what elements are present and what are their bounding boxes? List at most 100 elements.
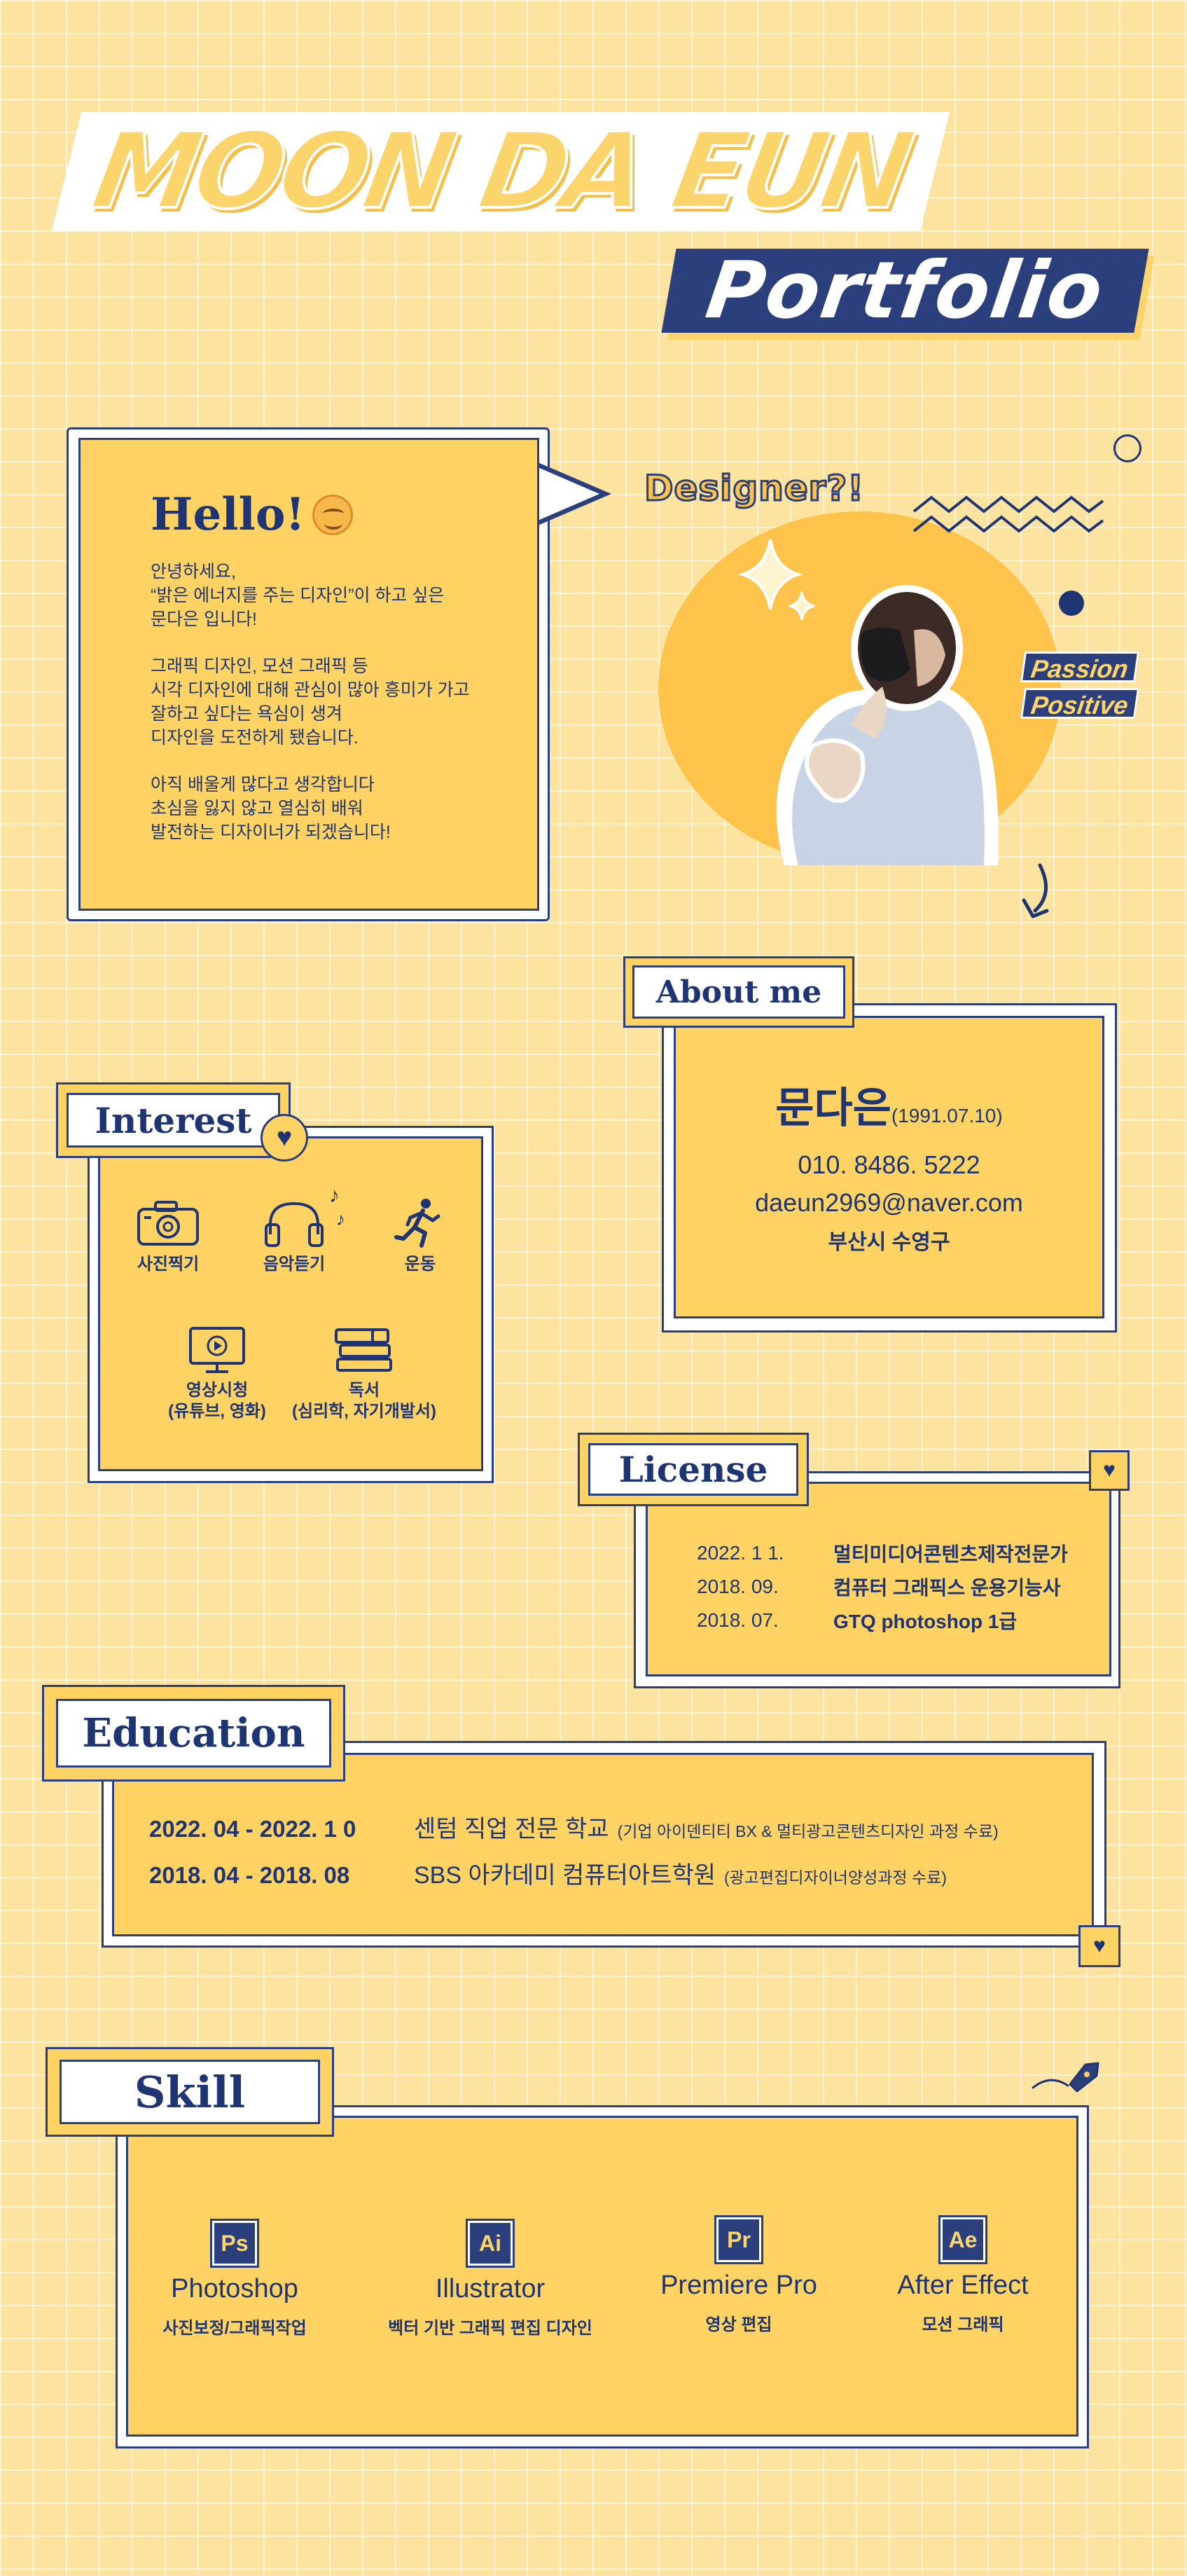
skill-desc: 벡터 기반 그래픽 편집 디자인	[388, 2319, 592, 2338]
hello-line: 초심을 잃지 않고 열심히 배워	[151, 799, 363, 818]
skill-name: After Effect	[897, 2271, 1029, 2300]
skill-desc: 사진보정/그래픽작업	[162, 2319, 307, 2338]
license-date: 2018. 09.	[697, 1576, 779, 1597]
hello-line: 그래픽 디자인, 모션 그래픽 등	[151, 656, 368, 676]
music-note-icon: ♪	[336, 1208, 345, 1230]
name-banner: MOON DA EUN	[51, 109, 950, 234]
hello-line: 발전하는 디자이너가 되겠습니다!	[151, 822, 391, 842]
sparkle-icon	[737, 539, 815, 621]
license-name: GTQ photoshop 1급	[833, 1611, 1018, 1632]
education-school: SBS 아카데미 컴퓨터아트학원	[414, 1862, 716, 1889]
interest-label: 영상시청	[186, 1381, 249, 1400]
education-date: 2018. 04 - 2018. 08	[149, 1862, 350, 1888]
speech-tail-inner	[538, 467, 599, 521]
license-row: 2022. 1 1. 멀티미디어콘텐츠제작전문가	[697, 1536, 1109, 1570]
pen-nib-icon	[1032, 2062, 1099, 2093]
hello-line: 아직 배울게 많다고 생각합니다	[151, 775, 375, 794]
education-school: 센텀 직업 전문 학교	[414, 1816, 609, 1843]
skill-premiere: Pr Premiere Pro 영상 편집	[644, 2217, 833, 2335]
about-birth: (1991.07.10)	[891, 1105, 1003, 1127]
name-title: MOON DA EUN	[83, 109, 919, 234]
interest-music: 음악듣기	[249, 1198, 340, 1275]
hello-paragraph: 안녕하세요, “밝은 에너지를 주는 디자인”이 하고 싶은 문다은 입니다!	[151, 560, 495, 631]
skill-aftereffects: Ae After Effect 모션 그래픽	[868, 2217, 1057, 2335]
interest-sublabel: (심리학, 자기개발서)	[292, 1402, 436, 1421]
skill-illustrator: Ai Illustrator 벡터 기반 그래픽 편집 디자인	[371, 2221, 609, 2339]
skill-desc: 모션 그래픽	[922, 2315, 1004, 2334]
about-name-text: 문다은	[775, 1084, 891, 1131]
about-heading: About me	[632, 965, 845, 1019]
skill-name: Premiere Pro	[660, 2271, 817, 2300]
hello-title-text: Hello!	[151, 488, 305, 541]
hello-line: 안녕하세요,	[151, 562, 236, 581]
books-icon	[335, 1328, 392, 1372]
heart-icon: ♥	[261, 1114, 308, 1162]
education-note: (광고편집디자이너양성과정 수료)	[724, 1868, 947, 1887]
license-heading: License	[588, 1443, 798, 1496]
about-location: 부산시 수영구	[828, 1231, 950, 1254]
license-name: 컴퓨터 그래픽스 운용기능사	[833, 1577, 1061, 1599]
hello-line: 문다은 입니다!	[151, 609, 257, 629]
positive-tag: Positive	[1020, 688, 1140, 719]
zigzag-decoration	[912, 495, 1104, 533]
camera-icon	[137, 1201, 199, 1246]
interest-heading: Interest	[67, 1093, 280, 1148]
license-card: 2022. 1 1. 멀티미디어콘텐츠제작전문가 2018. 09. 컴퓨터 그…	[646, 1482, 1111, 1676]
hello-line: 디자인을 도전하게 됐습니다.	[151, 728, 359, 748]
skill-name: Photoshop	[171, 2274, 298, 2303]
interest-photography: 사진찍기	[123, 1198, 214, 1275]
license-name: 멀티미디어콘텐츠제작전문가	[833, 1543, 1068, 1565]
aftereffects-icon: Ae	[940, 2217, 985, 2262]
education-row: 2018. 04 - 2018. 08 SBS 아카데미 컴퓨터아트학원 (광고…	[149, 1856, 1092, 1902]
portfolio-banner: Portfolio	[661, 245, 1149, 336]
about-name: 문다은(1991.07.10)	[676, 1074, 1102, 1135]
about-phone: 010. 8486. 5222	[798, 1150, 980, 1179]
hello-paragraph: 그래픽 디자인, 모션 그래픽 등 시각 디자인에 대해 관심이 많아 흥미가 …	[151, 654, 495, 750]
interest-card	[98, 1136, 483, 1471]
about-email: daeun2969@naver.com	[755, 1188, 1023, 1217]
skill-desc: 영상 편집	[705, 2315, 772, 2334]
headphones-icon	[265, 1201, 324, 1247]
interest-sublabel: (유튜브, 영화)	[168, 1402, 266, 1421]
passion-tag: Passion	[1020, 652, 1140, 683]
interest-exercise: 운동	[375, 1198, 466, 1275]
education-row: 2022. 04 - 2022. 1 0 센텀 직업 전문 학교 (기업 아이덴…	[149, 1810, 1092, 1856]
designer-photo	[776, 585, 999, 865]
portfolio-title: Portfolio	[700, 245, 1110, 336]
premiere-icon: Pr	[716, 2217, 761, 2262]
designer-title: Designer?!	[643, 467, 865, 510]
illustrator-icon: Ai	[468, 2221, 513, 2266]
license-row: 2018. 07. GTQ photoshop 1급	[697, 1604, 1109, 1637]
hello-title: Hello!	[151, 493, 495, 537]
monitor-play-icon	[189, 1327, 245, 1373]
heart-icon: ♥	[1089, 1450, 1130, 1491]
smiling-face-icon	[312, 495, 353, 535]
education-date: 2022. 04 - 2022. 1 0	[149, 1816, 356, 1842]
interest-label: 음악듣기	[263, 1255, 326, 1274]
hello-line: “밝은 에너지를 주는 디자인”이 하고 싶은	[151, 586, 445, 605]
license-date: 2018. 07.	[697, 1609, 779, 1631]
license-date: 2022. 1 1.	[697, 1542, 784, 1564]
photoshop-icon: Ps	[212, 2221, 257, 2266]
ring-decoration	[1113, 434, 1141, 462]
heart-icon: ♥	[1078, 1925, 1120, 1967]
dot-decoration	[1059, 591, 1084, 616]
hello-bubble: Hello! 안녕하세요, “밝은 에너지를 주는 디자인”이 하고 싶은 문다…	[78, 438, 539, 911]
hello-line: 시각 디자인에 대해 관심이 많아 흥미가 가고	[151, 680, 470, 700]
about-card: 문다은(1991.07.10) 010. 8486. 5222 daeun296…	[674, 1016, 1104, 1318]
skill-photoshop: Ps Photoshop 사진보정/그래픽작업	[133, 2221, 336, 2339]
skill-name: Illustrator	[435, 2274, 546, 2303]
interest-label: 독서	[348, 1381, 380, 1400]
music-note-icon: ♪	[329, 1184, 340, 1207]
education-note: (기업 아이덴티티 BX & 멀티광고콘텐츠디자인 과정 수료)	[617, 1822, 999, 1840]
interest-label: 사진찍기	[137, 1255, 200, 1274]
license-row: 2018. 09. 컴퓨터 그래픽스 운용기능사	[697, 1570, 1109, 1604]
interest-video: 영상시청 (유튜브, 영화)	[144, 1324, 291, 1422]
interest-label: 운동	[404, 1255, 436, 1274]
education-card: 2022. 04 - 2022. 1 0 센텀 직업 전문 학교 (기업 아이덴…	[112, 1753, 1094, 1936]
education-heading: Education	[56, 1699, 331, 1768]
runner-icon	[394, 1199, 440, 1248]
skill-card	[126, 2116, 1078, 2437]
interest-reading: 독서 (심리학, 자기개발서)	[284, 1324, 445, 1422]
skill-heading: Skill	[60, 2060, 320, 2124]
